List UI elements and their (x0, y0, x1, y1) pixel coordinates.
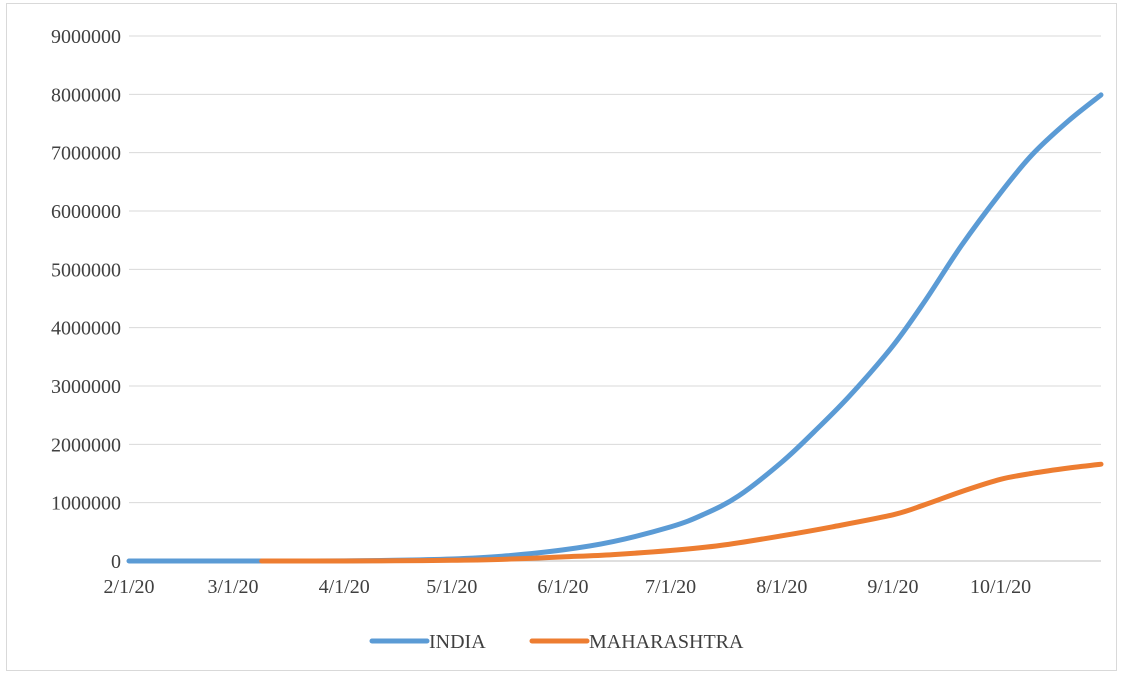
x-axis-ticks: 2/1/20 3/1/20 4/1/20 5/1/20 6/1/20 7/1/20 8/1/… (103, 576, 1031, 598)
y-tick-label: 4000000 (51, 318, 121, 340)
x-tick-label: 3/1/20 (207, 576, 258, 598)
y-axis-ticks: 0 1000000 2000000 3000000 4000000 5000000 6000… (51, 26, 121, 573)
x-tick-label: 7/1/20 (645, 576, 696, 598)
x-tick-label: 2/1/20 (103, 576, 154, 598)
x-tick-label: 6/1/20 (537, 576, 588, 598)
series-line-maharashtra (259, 461, 1104, 564)
y-tick-label: 3000000 (51, 376, 121, 398)
y-tick-label: 7000000 (51, 143, 121, 165)
y-tick-label: 6000000 (51, 201, 121, 223)
legend-label-india: INDIA (429, 631, 486, 653)
x-tick-label: 5/1/20 (426, 576, 477, 598)
y-tick-label: 0 (111, 551, 121, 573)
y-tick-label: 1000000 (51, 493, 121, 515)
x-tick-label: 4/1/20 (319, 576, 370, 598)
x-tick-label: 10/1/20 (970, 576, 1031, 598)
x-tick-label: 9/1/20 (867, 576, 918, 598)
legend: INDIA MAHARASHTRA (369, 631, 744, 653)
gridlines (129, 35, 1101, 562)
x-tick-label: 8/1/20 (756, 576, 807, 598)
y-tick-label: 8000000 (51, 84, 121, 106)
legend-label-maharashtra: MAHARASHTRA (589, 631, 744, 653)
y-tick-label: 5000000 (51, 259, 121, 281)
y-tick-label: 2000000 (51, 434, 121, 456)
y-tick-label: 9000000 (51, 26, 121, 48)
series-lines (126, 92, 1104, 564)
